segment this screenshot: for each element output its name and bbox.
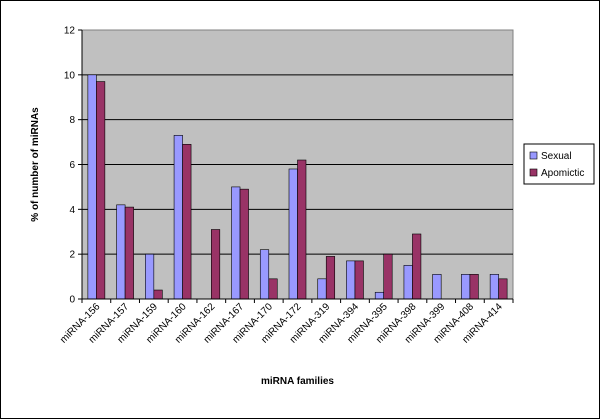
bar-apomictic-mirna-159 [153, 289, 163, 300]
legend: Sexual Apomictic [523, 143, 595, 185]
legend-swatch-apomictic [529, 168, 538, 177]
y-tick-label: 8 [69, 115, 75, 126]
bar-sexual-mirna-408 [461, 274, 471, 300]
legend-label-apomictic: Apomictic [541, 168, 584, 179]
legend-label-sexual: Sexual [541, 151, 572, 162]
legend-swatch-sexual [529, 151, 538, 160]
bar-sexual-mirna-395 [374, 291, 385, 300]
bar-sexual-mirna-160 [173, 135, 183, 300]
bar-apomictic-mirna-170 [268, 278, 278, 300]
bar-apomictic-mirna-162 [211, 229, 221, 300]
y-tick-label: 4 [69, 205, 75, 216]
bar-apomictic-mirna-395 [383, 253, 393, 300]
y-tick-label: 12 [64, 26, 76, 37]
bar-apomictic-mirna-160 [182, 144, 192, 300]
bar-apomictic-mirna-414 [498, 278, 508, 300]
bar-sexual-mirna-159 [145, 253, 155, 300]
bar-apomictic-mirna-398 [412, 233, 422, 300]
bar-apomictic-mirna-167 [239, 188, 249, 300]
bar-sexual-mirna-172 [288, 168, 298, 300]
bar-sexual-mirna-399 [432, 274, 442, 300]
bar-sexual-mirna-319 [317, 278, 327, 300]
bar-sexual-mirna-394 [346, 260, 356, 300]
bar-apomictic-mirna-157 [124, 206, 134, 300]
bars [87, 74, 508, 300]
y-axis-ticks: 0 2 4 6 8 10 12 [64, 26, 513, 306]
bar-apomictic-mirna-156 [96, 81, 106, 300]
bar-sexual-mirna-157 [116, 204, 126, 300]
bar-sexual-mirna-156 [87, 74, 97, 300]
legend-box [523, 143, 595, 185]
bar-sexual-mirna-170 [259, 249, 270, 300]
bar-apomictic-mirna-172 [297, 159, 307, 300]
x-axis-title: miRNA families [261, 376, 334, 387]
bar-sexual-mirna-414 [489, 274, 499, 300]
bar-apomictic-mirna-394 [354, 260, 364, 300]
y-tick-label: 6 [69, 160, 75, 171]
bar-sexual-mirna-398 [403, 265, 413, 300]
bar-apomictic-mirna-319 [325, 256, 336, 300]
bar-sexual-mirna-167 [231, 186, 241, 300]
y-tick-label: 10 [64, 70, 76, 81]
y-axis-title: % of number of miRNAs [30, 107, 41, 222]
bar-apomictic-mirna-408 [469, 274, 479, 300]
y-tick-label: 0 [69, 295, 75, 306]
y-tick-label: 2 [69, 250, 75, 261]
